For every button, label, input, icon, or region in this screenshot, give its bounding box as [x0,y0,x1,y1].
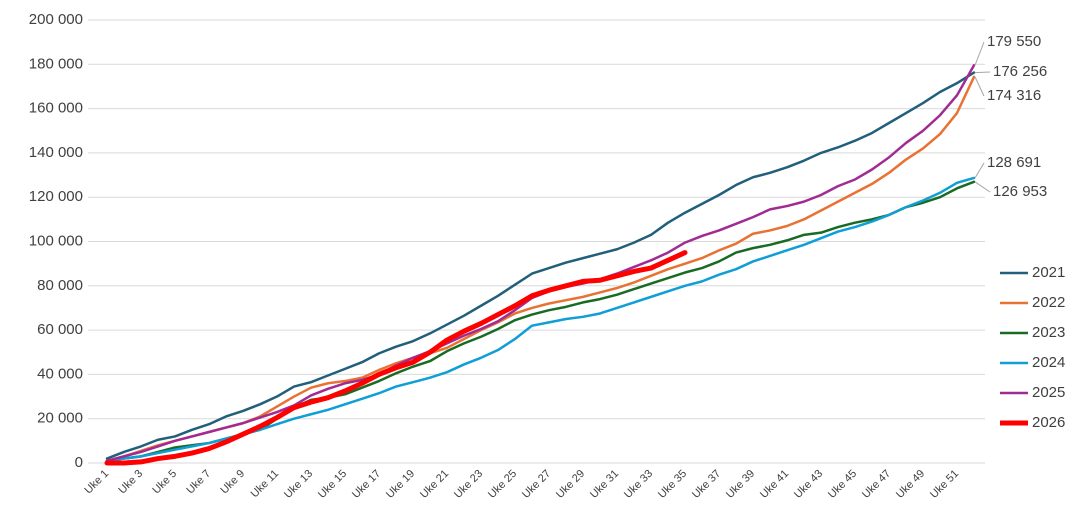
y-tick-label: 140 000 [29,144,83,161]
x-tick-label: Uke 7 [184,468,213,497]
x-tick-label: Uke 39 [724,468,757,501]
x-tick-label: Uke 21 [418,468,451,501]
data-label: 179 550 [987,33,1041,50]
data-label: 176 256 [993,63,1047,80]
x-tick-label: Uke 5 [150,468,179,497]
x-tick-label: Uke 25 [486,468,519,501]
label-leader [974,71,991,74]
y-tick-label: 40 000 [37,365,83,382]
x-tick-label: Uke 3 [116,468,145,497]
x-tick-label: Uke 33 [622,468,655,501]
data-label: 126 953 [993,183,1047,200]
x-tick-label: Uke 17 [350,468,383,501]
x-tick-label: Uke 45 [826,468,859,501]
legend-label: 2022 [1032,294,1065,311]
x-tick-label: Uke 23 [452,468,485,501]
data-label: 174 316 [987,87,1041,104]
x-tick-label: Uke 41 [758,468,791,501]
label-leader [974,76,985,97]
x-tick-label: Uke 47 [860,468,893,501]
series-line [104,250,688,466]
x-tick-label: Uke 9 [218,468,247,497]
x-tick-label: Uke 27 [520,468,553,501]
legend-label: 2023 [1032,324,1065,341]
x-tick-label: Uke 37 [690,468,723,501]
legend-label: 2025 [1032,384,1065,401]
legend-label: 2026 [1032,414,1065,431]
y-tick-label: 160 000 [29,100,83,117]
x-tick-label: Uke 49 [894,468,927,501]
x-tick-label: Uke 1 [82,468,111,497]
x-tick-label: Uke 51 [928,468,961,501]
x-tick-label: Uke 43 [792,468,825,501]
y-tick-label: 200 000 [29,11,83,28]
x-tick-label: Uke 19 [384,468,417,501]
series-line [105,64,976,463]
y-tick-label: 100 000 [29,232,83,249]
x-tick-label: Uke 13 [282,468,315,501]
label-leader [974,162,985,179]
legend-label: 2021 [1032,264,1065,281]
y-tick-label: 180 000 [29,55,83,72]
x-tick-label: Uke 31 [588,468,621,501]
series-line [105,75,976,463]
y-tick-label: 80 000 [37,277,83,294]
x-tick-label: Uke 11 [249,468,282,501]
x-tick-label: Uke 29 [554,468,587,501]
y-tick-label: 60 000 [37,321,83,338]
legend-label: 2024 [1032,354,1065,371]
x-tick-label: Uke 35 [656,468,689,501]
y-tick-label: 20 000 [37,410,83,427]
series-line [105,71,976,460]
x-tick-label: Uke 15 [316,468,349,501]
data-label: 128 691 [987,154,1041,171]
label-leader [974,181,991,193]
y-tick-label: 0 [75,454,83,471]
label-leader [974,41,985,66]
y-tick-label: 120 000 [29,188,83,205]
